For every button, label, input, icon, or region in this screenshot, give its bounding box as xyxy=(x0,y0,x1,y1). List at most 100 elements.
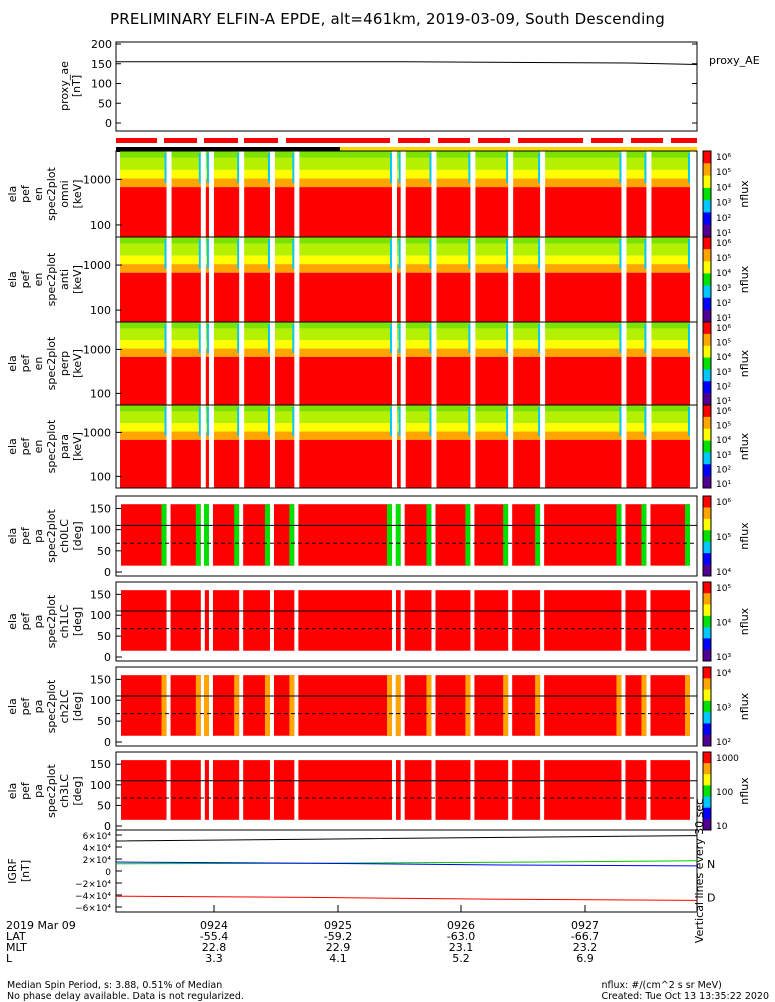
spectrogram-ylabel: anti xyxy=(58,269,71,290)
igrf-ytick-label: 6×10⁴ xyxy=(83,832,112,842)
proxy-ae-ytick-label: 150 xyxy=(91,58,112,71)
colorbar-segment xyxy=(703,464,711,477)
spectrogram-band xyxy=(120,439,693,488)
pitch-angle-gap xyxy=(508,752,513,830)
pitch-angle-gap xyxy=(540,582,545,661)
pitch-angle-frame xyxy=(115,666,698,747)
spectrogram-edge xyxy=(429,324,432,354)
x-axis-date: 2019 Mar 09 xyxy=(6,919,76,932)
pitch-angle-frame xyxy=(115,581,698,662)
spectrogram-edge xyxy=(506,239,509,269)
colorbar-tick-label: 10² xyxy=(716,465,731,475)
spectrogram-ytick-label: 1000 xyxy=(83,426,111,439)
spectrogram-gap xyxy=(200,405,206,488)
spectrogram-edge xyxy=(538,153,541,184)
colorbar-segment xyxy=(703,541,711,554)
spectrogram-ylabel: [keV] xyxy=(71,265,84,294)
colorbar-segment xyxy=(703,249,711,262)
colorbar-segment xyxy=(703,678,711,691)
pitch-angle-ylabel: ch0LC xyxy=(58,519,71,553)
spectrogram-band xyxy=(120,169,693,179)
colorbar-segment xyxy=(703,593,711,606)
spectrogram-edge xyxy=(389,239,392,269)
spectrogram-edge xyxy=(468,324,471,354)
pitch-angle-gap xyxy=(540,667,545,746)
pitch-angle-accent xyxy=(264,504,270,566)
pitch-angle-accent xyxy=(641,675,647,736)
spectrogram-gap xyxy=(269,151,275,237)
spectrogram-gap xyxy=(166,322,172,405)
spectrogram-gap xyxy=(508,237,514,322)
spectrogram-ytick-label: 100 xyxy=(90,219,111,232)
spectrogram-edge xyxy=(292,153,295,184)
pitch-angle-panel-7 xyxy=(115,666,698,747)
footer-units: nflux: #/(cm^2 s sr MeV) xyxy=(601,980,722,991)
spectrogram-edge xyxy=(206,153,209,184)
colorbar-tick-label: 10⁴ xyxy=(716,353,731,363)
spectrogram-edge xyxy=(206,239,209,269)
pitch-angle-accent xyxy=(685,504,691,566)
colorbar-segment xyxy=(703,530,711,543)
spectrogram-edge xyxy=(538,324,541,354)
pitch-angle-accent xyxy=(234,504,240,566)
spectrogram-gap xyxy=(294,405,300,488)
pitch-angle-gap xyxy=(239,752,244,830)
colorbar-segment xyxy=(703,187,711,201)
spectrogram-ytick-label: 1000 xyxy=(83,173,111,186)
spectrogram-panel-4 xyxy=(115,404,698,489)
spectrogram-frame xyxy=(115,404,698,489)
spectrogram-gap xyxy=(431,237,437,322)
pitch-angle-ytick-label: 0 xyxy=(104,651,111,664)
spectrogram-gap xyxy=(690,322,696,405)
pitch-angle-ytick-label: 0 xyxy=(104,736,111,749)
spectrogram-ylabel: ela xyxy=(6,438,19,455)
spectrogram-ylabel: pef xyxy=(19,354,32,373)
colorbar-segment xyxy=(703,452,711,465)
igrf-ytick-label: −2×10⁴ xyxy=(75,880,111,890)
igrf-legend-d: D xyxy=(707,891,715,904)
status-dash xyxy=(671,138,697,143)
proxy-ae-legend: proxy_AE xyxy=(709,54,760,67)
pitch-angle-ylabel: ela xyxy=(6,528,19,545)
colorbar-segment xyxy=(703,582,711,594)
spectrogram-edge xyxy=(206,407,209,437)
spectrogram-edge xyxy=(538,239,541,269)
pitch-angle-gap xyxy=(208,667,213,746)
colorbar-segment xyxy=(703,615,711,628)
spectrogram-ylabel: para xyxy=(58,434,71,459)
spectrogram-gap xyxy=(391,151,397,237)
pitch-angle-ylabel: pa xyxy=(32,615,45,629)
spectrogram-edge xyxy=(429,407,432,437)
spectrogram-ylabel: pef xyxy=(19,437,32,456)
spectrogram-ytick-label: 1000 xyxy=(83,259,111,272)
colorbar-tick-label: 10⁶ xyxy=(716,239,731,249)
x-tick-mlt-label: 22.9 xyxy=(326,941,351,954)
pitch-angle-gap xyxy=(621,582,626,661)
pitch-angle-gap xyxy=(690,582,695,661)
spectrogram-gap xyxy=(400,237,406,322)
spectrogram-band xyxy=(120,328,693,341)
pitch-angle-accent xyxy=(395,675,401,736)
x-row-label-lat: LAT xyxy=(6,930,26,943)
spectrogram-edge xyxy=(688,153,691,184)
spectrogram-gap xyxy=(208,151,214,237)
colorbar-segment xyxy=(703,285,711,299)
pitch-angle-gap xyxy=(431,496,436,576)
pitch-angle-ytick-label: 0 xyxy=(104,820,111,833)
pitch-angle-gap xyxy=(200,496,205,576)
spectrogram-panel-1 xyxy=(115,150,698,238)
spectrogram-edge xyxy=(468,407,471,437)
spectrogram-gap xyxy=(208,322,214,405)
colorbar-segment xyxy=(703,416,711,430)
spectrogram-gap xyxy=(431,151,437,237)
x-tick-lat-label: -55.4 xyxy=(200,930,228,943)
colorbar-segment xyxy=(703,518,711,531)
colorbar-segment xyxy=(703,273,711,287)
colorbar-frame xyxy=(702,404,712,489)
pitch-angle-gap xyxy=(269,667,274,746)
spectrogram-gap xyxy=(294,151,300,237)
x-tick-l-label: 3.3 xyxy=(205,952,223,965)
spectrogram-ytick-label: 1000 xyxy=(83,343,111,356)
pitch-angle-gap xyxy=(690,667,695,746)
igrf-series-line xyxy=(115,835,698,842)
